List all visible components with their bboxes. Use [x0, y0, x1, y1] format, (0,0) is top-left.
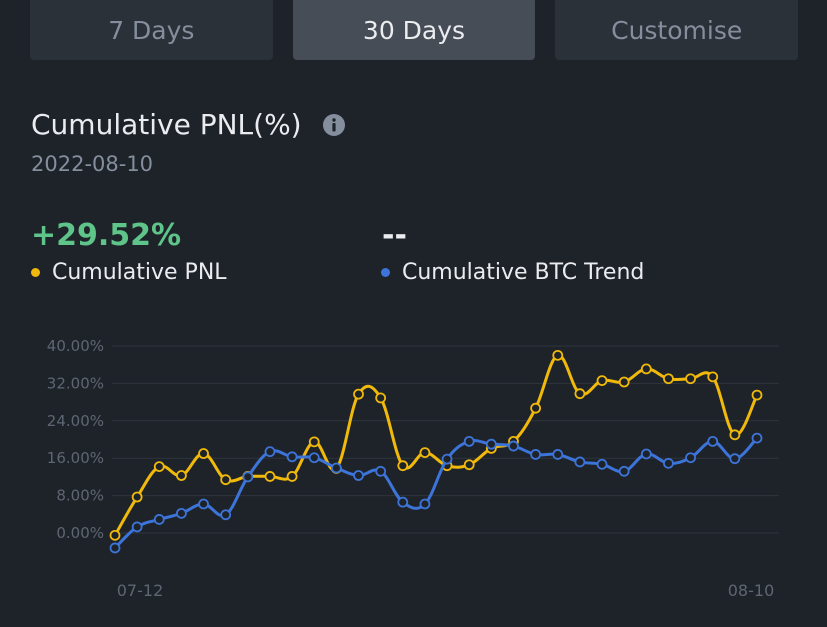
- pnl-series-point: [751, 389, 763, 401]
- info-icon[interactable]: [322, 113, 346, 137]
- x-tick-label: 08-10: [728, 581, 775, 600]
- y-tick-label: 8.00%: [56, 487, 104, 505]
- btc-trend-value: --: [382, 218, 407, 253]
- tab-7-days[interactable]: 7 Days: [30, 0, 273, 60]
- btc-trend-series-point: [220, 509, 232, 521]
- tab-customise[interactable]: Customise: [555, 0, 799, 60]
- legend-btc: Cumulative BTC Trend: [381, 260, 644, 285]
- chart-header: Cumulative PNL(%): [31, 108, 346, 141]
- btc-trend-series-point: [751, 432, 763, 444]
- btc-trend-series-point: [353, 470, 364, 481]
- btc-trend-series-point: [441, 453, 453, 465]
- pnl-series-point: [618, 376, 630, 388]
- btc-trend-series-point: [463, 435, 475, 447]
- pnl-series-point: [552, 349, 564, 361]
- tab-30-days[interactable]: 30 Days: [292, 0, 536, 60]
- pnl-series-point: [109, 529, 121, 541]
- btc-trend-series-point: [552, 449, 564, 460]
- pnl-series-point: [264, 471, 276, 482]
- y-tick-label: 40.00%: [47, 337, 104, 355]
- pnl-series-point: [397, 460, 409, 472]
- y-tick-label: 16.00%: [47, 449, 104, 467]
- legend-pnl-dot: [31, 268, 40, 277]
- pnl-series-point: [685, 373, 696, 385]
- pnl-series-point: [153, 461, 165, 473]
- pnl-value: +29.52%: [31, 218, 182, 253]
- btc-trend-series-point: [109, 542, 121, 554]
- y-tick-label: 24.00%: [47, 412, 104, 430]
- btc-trend-series-point: [508, 440, 519, 452]
- period-tabs: 7 Days 30 Days Customise: [30, 0, 799, 60]
- btc-trend-series-point: [308, 452, 320, 464]
- btc-trend-series-point: [707, 435, 719, 447]
- pnl-series-point: [574, 388, 586, 400]
- pnl-series-point: [220, 474, 232, 486]
- pnl-series-point: [176, 470, 187, 481]
- pnl-series-point: [131, 491, 143, 503]
- btc-trend-series-point: [198, 498, 209, 510]
- pnl-series-point: [640, 363, 652, 375]
- pnl-series-point: [375, 392, 387, 404]
- pnl-series-point: [308, 436, 320, 448]
- pnl-series-point: [463, 459, 475, 471]
- btc-trend-series-point: [419, 498, 431, 510]
- btc-trend-series-point: [131, 521, 143, 533]
- pnl-series-point: [286, 471, 298, 482]
- pnl-series-point: [596, 375, 608, 386]
- legend-btc-dot: [381, 268, 390, 277]
- btc-trend-series-point: [685, 452, 696, 464]
- legend-pnl: Cumulative PNL: [31, 260, 227, 285]
- page-title: Cumulative PNL(%): [31, 108, 302, 141]
- legend-pnl-label: Cumulative PNL: [52, 260, 227, 285]
- pnl-series-point: [419, 447, 431, 458]
- btc-trend-series-point: [176, 507, 187, 519]
- btc-trend-series-point: [153, 514, 165, 525]
- btc-trend-series-point: [574, 456, 586, 468]
- btc-trend-series-point: [596, 458, 608, 470]
- btc-trend-series-point: [618, 465, 630, 477]
- pnl-series-point: [198, 448, 209, 459]
- btc-trend-series-point: [530, 449, 542, 460]
- pnl-date: 2022-08-10: [31, 152, 154, 176]
- y-tick-label: 32.00%: [47, 374, 104, 392]
- btc-trend-series-point: [242, 471, 254, 483]
- btc-trend-series-point: [485, 438, 497, 450]
- pnl-series-point: [530, 402, 542, 414]
- btc-trend-series-line: [113, 436, 759, 550]
- btc-trend-series-point: [286, 451, 298, 463]
- btc-trend-series-point: [264, 446, 276, 458]
- pnl-series-point: [729, 429, 741, 441]
- btc-trend-series-point: [375, 465, 387, 477]
- btc-trend-series-point: [729, 453, 741, 465]
- btc-trend-series-point: [330, 462, 342, 474]
- legend-btc-label: Cumulative BTC Trend: [402, 260, 645, 285]
- btc-trend-series-point: [640, 448, 652, 460]
- x-tick-label: 07-12: [117, 581, 164, 600]
- btc-trend-series-point: [397, 496, 409, 508]
- btc-trend-series-point: [663, 457, 674, 469]
- pnl-series-point: [663, 373, 674, 385]
- pnl-series-point: [707, 371, 719, 383]
- y-tick-label: 0.00%: [56, 524, 104, 542]
- pnl-series-point: [353, 388, 364, 400]
